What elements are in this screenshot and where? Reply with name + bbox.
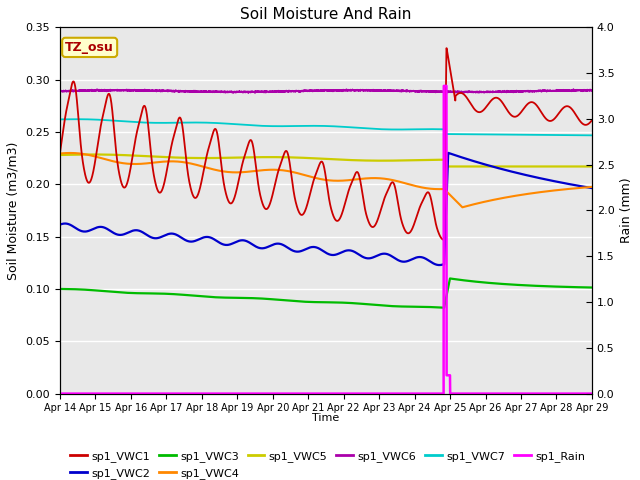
- sp1_VWC6: [284, 88, 291, 94]
- sp1_VWC3: [148, 290, 156, 296]
- sp1_VWC5: [148, 154, 156, 159]
- sp1_VWC6: [260, 90, 268, 96]
- sp1_VWC3: [521, 282, 529, 288]
- sp1_VWC4: [588, 184, 596, 190]
- sp1_VWC1: [56, 150, 64, 156]
- Y-axis label: Soil Moisture (m3/m3): Soil Moisture (m3/m3): [7, 141, 20, 280]
- sp1_VWC2: [283, 244, 291, 250]
- Line: sp1_VWC1: sp1_VWC1: [60, 48, 592, 240]
- sp1_Rain: [148, 391, 156, 396]
- sp1_Rain: [260, 391, 268, 396]
- sp1_Rain: [440, 83, 447, 89]
- Y-axis label: Rain (mm): Rain (mm): [620, 178, 633, 243]
- sp1_VWC5: [441, 164, 449, 169]
- sp1_VWC7: [260, 123, 268, 129]
- sp1_Rain: [56, 391, 64, 396]
- sp1_VWC3: [588, 285, 596, 290]
- sp1_VWC7: [284, 123, 291, 129]
- sp1_VWC2: [444, 150, 452, 156]
- sp1_VWC4: [67, 150, 74, 156]
- sp1_Rain: [520, 391, 528, 396]
- sp1_VWC4: [578, 185, 586, 191]
- Title: Soil Moisture And Rain: Soil Moisture And Rain: [240, 7, 412, 22]
- Line: sp1_VWC2: sp1_VWC2: [60, 153, 592, 265]
- sp1_VWC1: [260, 204, 268, 210]
- sp1_VWC6: [56, 88, 64, 94]
- sp1_VWC6: [116, 87, 124, 93]
- sp1_VWC1: [521, 105, 529, 110]
- sp1_VWC2: [148, 235, 156, 240]
- sp1_VWC6: [578, 87, 586, 93]
- sp1_VWC4: [284, 168, 291, 174]
- Text: TZ_osu: TZ_osu: [65, 41, 114, 54]
- sp1_VWC2: [56, 222, 64, 228]
- sp1_VWC3: [116, 289, 124, 295]
- sp1_VWC4: [521, 192, 529, 197]
- sp1_VWC6: [520, 88, 528, 94]
- sp1_VWC5: [588, 164, 596, 169]
- sp1_VWC6: [570, 86, 577, 92]
- sp1_VWC1: [116, 177, 124, 183]
- sp1_VWC4: [56, 151, 64, 156]
- Line: sp1_VWC4: sp1_VWC4: [60, 153, 592, 207]
- sp1_VWC1: [578, 120, 586, 126]
- sp1_VWC2: [588, 185, 596, 191]
- sp1_VWC2: [435, 262, 443, 268]
- sp1_VWC1: [283, 149, 291, 155]
- sp1_VWC4: [260, 167, 268, 173]
- sp1_VWC7: [117, 118, 125, 124]
- sp1_VWC7: [578, 132, 586, 138]
- sp1_VWC2: [578, 183, 586, 189]
- sp1_VWC2: [116, 232, 124, 238]
- sp1_VWC1: [440, 237, 447, 242]
- sp1_VWC5: [260, 154, 268, 160]
- sp1_VWC6: [148, 88, 156, 94]
- sp1_VWC4: [459, 204, 467, 210]
- sp1_VWC5: [578, 164, 586, 169]
- sp1_VWC5: [117, 152, 125, 158]
- sp1_VWC1: [148, 161, 156, 167]
- sp1_VWC7: [148, 120, 156, 126]
- sp1_VWC1: [588, 118, 596, 123]
- sp1_VWC3: [283, 298, 291, 303]
- sp1_VWC5: [521, 164, 529, 169]
- sp1_VWC5: [284, 155, 291, 160]
- sp1_VWC3: [56, 286, 64, 292]
- sp1_VWC5: [89, 152, 97, 157]
- sp1_VWC4: [148, 160, 156, 166]
- sp1_VWC7: [588, 132, 596, 138]
- sp1_VWC6: [244, 90, 252, 96]
- sp1_VWC4: [117, 160, 125, 166]
- Line: sp1_VWC3: sp1_VWC3: [60, 278, 592, 308]
- sp1_VWC3: [440, 305, 448, 311]
- sp1_VWC1: [443, 45, 451, 51]
- Line: sp1_VWC5: sp1_VWC5: [60, 155, 592, 167]
- X-axis label: Time: Time: [312, 413, 340, 423]
- sp1_Rain: [283, 391, 291, 396]
- Legend: sp1_VWC1, sp1_VWC2, sp1_VWC3, sp1_VWC4, sp1_VWC5, sp1_VWC6, sp1_VWC7, sp1_Rain: sp1_VWC1, sp1_VWC2, sp1_VWC3, sp1_VWC4, …: [65, 447, 589, 480]
- sp1_VWC2: [260, 245, 268, 251]
- sp1_VWC3: [260, 296, 268, 301]
- Line: sp1_VWC6: sp1_VWC6: [60, 89, 592, 93]
- sp1_VWC7: [73, 116, 81, 122]
- sp1_Rain: [588, 391, 596, 396]
- sp1_VWC3: [446, 276, 454, 281]
- sp1_Rain: [578, 391, 586, 396]
- sp1_VWC7: [520, 132, 528, 138]
- sp1_VWC6: [588, 87, 596, 93]
- sp1_VWC2: [521, 172, 529, 178]
- sp1_VWC7: [56, 117, 64, 122]
- sp1_Rain: [116, 391, 124, 396]
- sp1_VWC3: [578, 285, 586, 290]
- sp1_VWC5: [56, 152, 64, 158]
- Line: sp1_VWC7: sp1_VWC7: [60, 119, 592, 135]
- Line: sp1_Rain: sp1_Rain: [60, 86, 592, 394]
